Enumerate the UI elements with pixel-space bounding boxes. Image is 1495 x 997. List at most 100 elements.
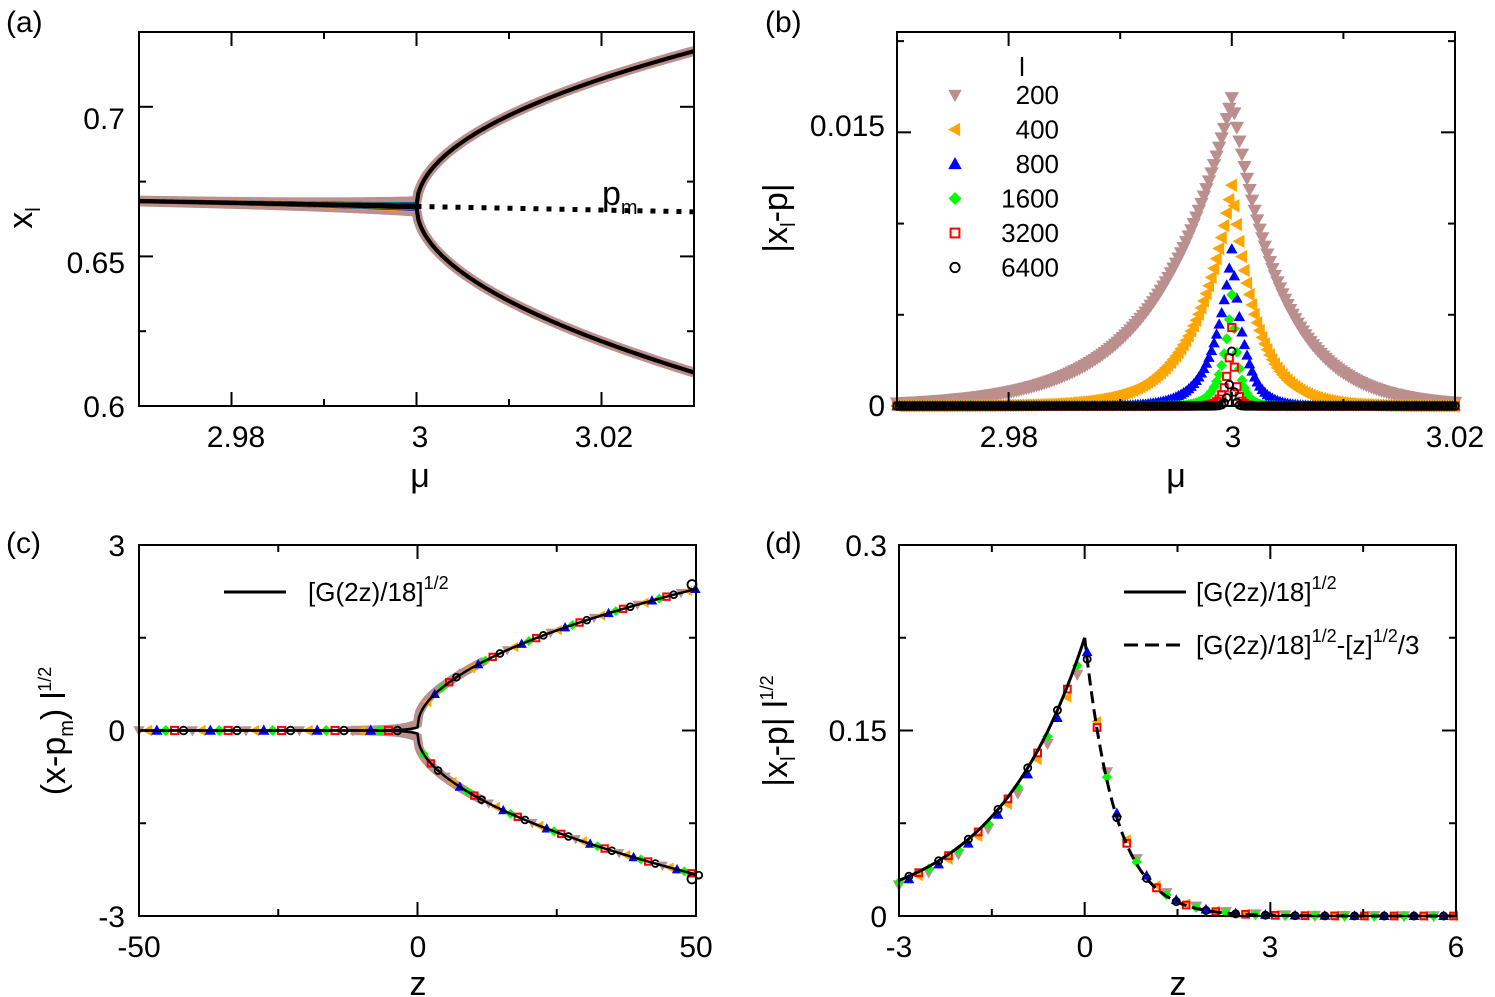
b-point-6400-130 (1222, 392, 1232, 403)
b-point-400-136 (1235, 249, 1248, 264)
a-xtick-2.98: 2.98 (207, 421, 265, 454)
b-point-3200-130 (1222, 371, 1232, 381)
a-ytick-0.7: 0.7 (83, 103, 125, 136)
b-point-200-149 (1267, 269, 1283, 283)
b-point-800-124 (1205, 344, 1218, 356)
svg-text:(x-pm) l1/2: (x-pm) l1/2 (35, 667, 78, 796)
b-point-200-140 (1244, 194, 1260, 208)
b-point-200-142 (1249, 214, 1265, 228)
panel-c-ticks (138, 544, 697, 917)
b-point-400-128 (1214, 230, 1227, 245)
a-xtick-3: 3 (412, 421, 429, 454)
c-ytick-3: 3 (108, 530, 125, 563)
c-xtick-0: 0 (410, 931, 427, 964)
b-legend-label-3200: 3200 (1001, 218, 1059, 248)
b-point-400-130 (1219, 206, 1232, 220)
panel-d-tag: (d) (765, 527, 802, 560)
b-point-3200-133 (1229, 362, 1239, 372)
b-point-200-126 (1209, 150, 1224, 164)
b-point-3200-132 (1227, 322, 1237, 333)
a-ytick-0.6: 0.6 (83, 391, 125, 424)
b-legend-marker-1600 (948, 192, 962, 205)
d-point-5-4 (934, 856, 944, 866)
svg-text:|xl-p| l1/2: |xl-p| l1/2 (757, 675, 800, 786)
c-point-down-37 (470, 791, 479, 800)
b-point-800-123 (1203, 351, 1215, 362)
b-point-400-131 (1222, 192, 1235, 207)
panel-d-frame (898, 544, 1457, 917)
b-xlabel: μ (1166, 457, 1186, 495)
d-ytick-0.3: 0.3 (845, 530, 887, 563)
panel-c-data (133, 579, 704, 885)
c-xtick-50: 50 (679, 931, 712, 964)
d-xtick-6: 6 (1448, 931, 1465, 964)
d-point-1-17 (1061, 691, 1072, 703)
a-ylabel: xl (2, 207, 45, 228)
b-point-200-133 (1227, 107, 1242, 121)
b-point-400-140 (1245, 298, 1258, 312)
b-point-400-142 (1250, 316, 1263, 330)
a-ytick-0.65: 0.65 (67, 247, 125, 280)
c-point-up-41 (495, 649, 505, 658)
b-point-200-143 (1252, 223, 1267, 237)
svg-text:|xl-p|: |xl-p| (757, 183, 800, 252)
d-xtick-3: 3 (1262, 931, 1279, 964)
b-point-800-131 (1223, 262, 1235, 273)
b-point-200-128 (1214, 132, 1229, 146)
b-point-400-125 (1207, 261, 1220, 276)
b-point-400-138 (1240, 276, 1253, 290)
panel-a-ticks (139, 32, 694, 407)
b-point-1600-135 (1233, 363, 1245, 375)
c-xtick--50: -50 (117, 931, 160, 964)
b-legend-label-1600: 1600 (1001, 184, 1059, 214)
b-point-200-137 (1237, 160, 1252, 174)
panel-b-ticks (897, 32, 1456, 407)
b-point-400-122 (1199, 286, 1212, 301)
b-point-400-133 (1227, 199, 1240, 213)
b-point-6400-131 (1224, 379, 1234, 390)
b-point-400-143 (1252, 323, 1265, 338)
b-legend-marker-200 (948, 89, 962, 102)
panel-c: (c) -50 0 50 -3 0 3 z (x-pm) l1/2 [G(2z)… (6, 527, 713, 997)
c-ytick--3: -3 (98, 901, 125, 934)
b-xtick-3: 3 (1225, 421, 1242, 454)
panel-c-legend: [G(2z)/18]1/2 (224, 573, 449, 607)
c-point-down-43 (513, 812, 522, 822)
d-point-2-10 (992, 809, 1004, 819)
b-point-400-129 (1217, 219, 1230, 233)
d-point-4-23 (1122, 838, 1132, 848)
d-theory-dashed (1083, 637, 1457, 918)
b-legend-marker-6400 (949, 261, 961, 274)
b-point-800-132 (1226, 243, 1238, 254)
b-point-400-132 (1224, 178, 1237, 192)
b-point-800-121 (1198, 362, 1210, 373)
b-point-200-144 (1255, 232, 1270, 246)
b-point-400-135 (1232, 234, 1245, 248)
d-ytick-0: 0 (870, 901, 887, 934)
d-theory-solid (898, 637, 1087, 882)
b-point-200-139 (1242, 183, 1257, 197)
b-point-1600-132 (1226, 289, 1238, 301)
c-legend-label-0: [G(2z)/18]1/2 (308, 573, 449, 607)
panel-a-tag: (a) (6, 6, 43, 39)
d-xlabel: z (1170, 965, 1187, 997)
b-point-800-122 (1200, 357, 1213, 368)
b-point-6400-133 (1229, 387, 1240, 397)
c-ytick-0: 0 (108, 715, 125, 748)
a-pm-dotted-line (416, 203, 695, 215)
b-legend-label-6400: 6400 (1001, 253, 1059, 283)
b-point-400-134 (1229, 217, 1242, 232)
b-point-800-136 (1236, 326, 1248, 337)
d-point-5-7 (963, 834, 973, 844)
panel-b-data (889, 92, 1463, 413)
panel-b-legend: l 200 400 800 1600 3200 6400 (948, 52, 1059, 283)
b-legend-marker-3200 (949, 227, 961, 239)
svg-text:xl: xl (2, 207, 45, 228)
b-point-800-130 (1221, 279, 1233, 290)
a-xtick-3.02: 3.02 (575, 421, 633, 454)
b-point-800-127 (1213, 318, 1225, 329)
panel-b-frame (896, 31, 1456, 407)
b-point-400-120 (1194, 301, 1207, 315)
b-point-200-129 (1217, 122, 1232, 136)
b-legend-label-200: 200 (1016, 80, 1059, 110)
